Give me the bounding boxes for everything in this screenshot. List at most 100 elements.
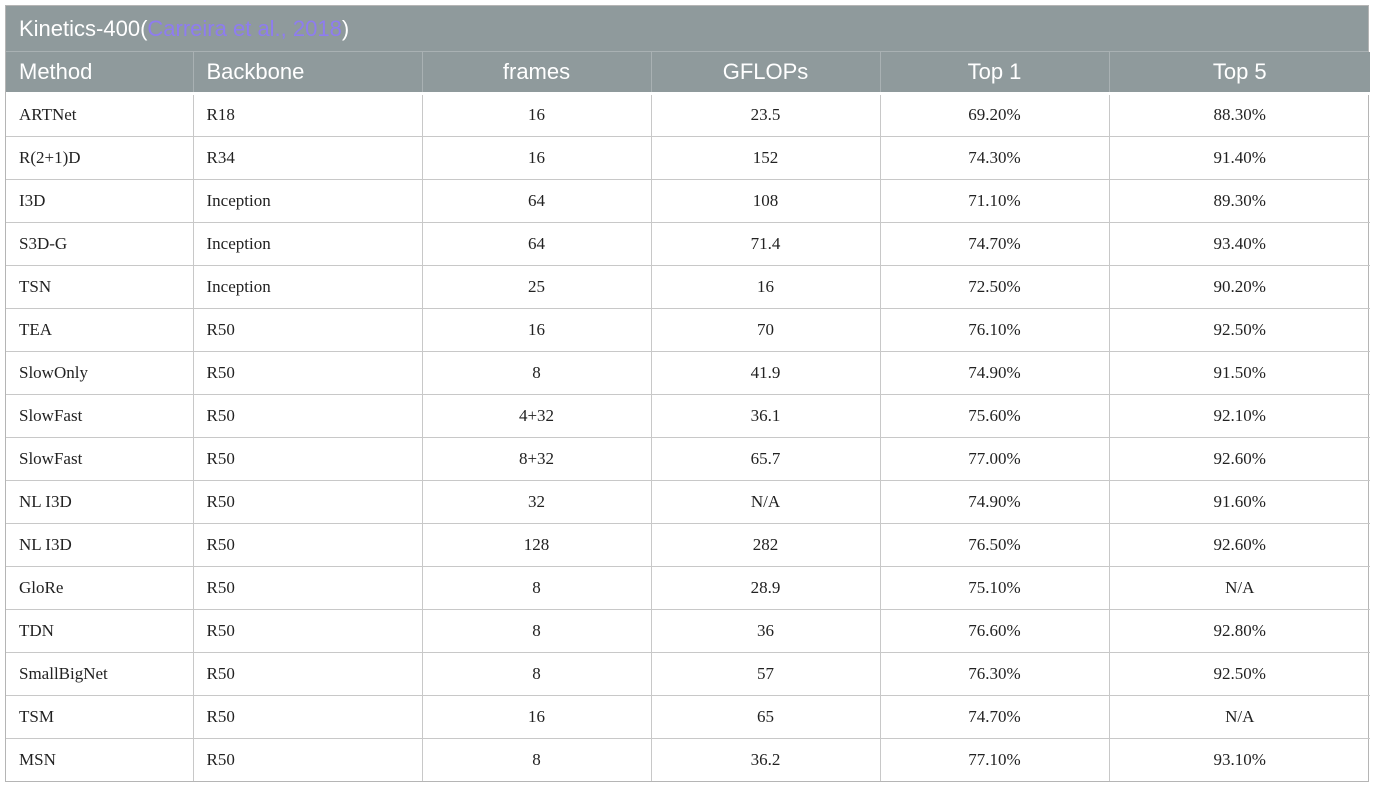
table-caption: Kinetics-400(Carreira et al., 2018) xyxy=(6,6,1368,52)
table-row: TDN R50 8 36 76.60% 92.80% xyxy=(6,608,1370,652)
cell-backbone: R50 xyxy=(192,651,422,695)
cell-backbone: R50 xyxy=(192,565,422,609)
cell-frames: 4+32 xyxy=(421,393,651,437)
header-backbone: Backbone xyxy=(192,52,422,95)
cell-method: TSM xyxy=(6,694,193,738)
cell-top5: 91.40% xyxy=(1108,135,1370,179)
cell-top5: 91.50% xyxy=(1108,350,1370,394)
cell-top5: 93.10% xyxy=(1108,737,1370,781)
cell-backbone: R50 xyxy=(192,350,422,394)
cell-top1: 76.10% xyxy=(879,307,1109,351)
cell-top5: 92.60% xyxy=(1108,436,1370,480)
cell-frames: 64 xyxy=(421,178,651,222)
cell-top5: 92.50% xyxy=(1108,307,1370,351)
cell-backbone: R50 xyxy=(192,436,422,480)
cell-gflops: 36 xyxy=(650,608,880,652)
table-row: SlowFast R50 8+32 65.7 77.00% 92.60% xyxy=(6,436,1370,480)
cell-method: GloRe xyxy=(6,565,193,609)
table-row: MSN R50 8 36.2 77.10% 93.10% xyxy=(6,737,1370,781)
cell-backbone: R50 xyxy=(192,608,422,652)
cell-top5: 88.30% xyxy=(1108,92,1370,136)
cell-backbone: R50 xyxy=(192,393,422,437)
table-row: S3D-G Inception 64 71.4 74.70% 93.40% xyxy=(6,221,1370,265)
cell-method: TEA xyxy=(6,307,193,351)
cell-top5: 89.30% xyxy=(1108,178,1370,222)
cell-frames: 25 xyxy=(421,264,651,308)
cell-method: TSN xyxy=(6,264,193,308)
cell-frames: 8 xyxy=(421,737,651,781)
cell-top5: 90.20% xyxy=(1108,264,1370,308)
cell-gflops: 36.2 xyxy=(650,737,880,781)
cell-frames: 32 xyxy=(421,479,651,523)
cell-top1: 74.70% xyxy=(879,694,1109,738)
cell-frames: 8 xyxy=(421,651,651,695)
cell-backbone: Inception xyxy=(192,221,422,265)
caption-title: Kinetics-400 xyxy=(19,15,141,41)
table-row: SmallBigNet R50 8 57 76.30% 92.50% xyxy=(6,651,1370,695)
cell-method: MSN xyxy=(6,737,193,781)
cell-frames: 8 xyxy=(421,608,651,652)
cell-frames: 8 xyxy=(421,565,651,609)
header-frames: frames xyxy=(421,52,651,95)
cell-backbone: R50 xyxy=(192,737,422,781)
cell-method: TDN xyxy=(6,608,193,652)
cell-gflops: 23.5 xyxy=(650,92,880,136)
cell-backbone: R50 xyxy=(192,694,422,738)
table-row: SlowFast R50 4+32 36.1 75.60% 92.10% xyxy=(6,393,1370,437)
header-top1: Top 1 xyxy=(879,52,1109,95)
cell-top1: 77.00% xyxy=(879,436,1109,480)
table-row: NL I3D R50 32 N/A 74.90% 91.60% xyxy=(6,479,1370,523)
table-row: TSN Inception 25 16 72.50% 90.20% xyxy=(6,264,1370,308)
caption-close-paren: ) xyxy=(341,15,350,41)
cell-method: SlowOnly xyxy=(6,350,193,394)
cell-frames: 16 xyxy=(421,92,651,136)
header-top5: Top 5 xyxy=(1108,52,1370,95)
cell-top1: 77.10% xyxy=(879,737,1109,781)
results-table-container: Kinetics-400(Carreira et al., 2018) Meth… xyxy=(5,5,1370,782)
table-row: GloRe R50 8 28.9 75.10% N/A xyxy=(6,565,1370,609)
cell-top5: 92.60% xyxy=(1108,522,1370,566)
cell-top5: N/A xyxy=(1108,694,1370,738)
cell-top1: 75.60% xyxy=(879,393,1109,437)
cell-gflops: 16 xyxy=(650,264,880,308)
cell-method: S3D-G xyxy=(6,221,193,265)
table-row: TSM R50 16 65 74.70% N/A xyxy=(6,694,1370,738)
header-method: Method xyxy=(6,52,193,95)
cell-gflops: N/A xyxy=(650,479,880,523)
cell-frames: 8+32 xyxy=(421,436,651,480)
cell-backbone: Inception xyxy=(192,178,422,222)
cell-gflops: 57 xyxy=(650,651,880,695)
cell-method: SlowFast xyxy=(6,393,193,437)
cell-top5: 92.10% xyxy=(1108,393,1370,437)
cell-backbone: R34 xyxy=(192,135,422,179)
cell-top1: 74.90% xyxy=(879,350,1109,394)
cell-method: I3D xyxy=(6,178,193,222)
cell-top1: 71.10% xyxy=(879,178,1109,222)
table-row: SlowOnly R50 8 41.9 74.90% 91.50% xyxy=(6,350,1370,394)
cell-top1: 76.60% xyxy=(879,608,1109,652)
results-table: Method Backbone frames GFLOPs Top 1 Top … xyxy=(6,52,1370,781)
cell-top1: 76.50% xyxy=(879,522,1109,566)
cell-frames: 16 xyxy=(421,135,651,179)
cell-gflops: 41.9 xyxy=(650,350,880,394)
citation-link[interactable]: Carreira et al., 2018 xyxy=(147,15,342,41)
cell-gflops: 108 xyxy=(650,178,880,222)
cell-method: SmallBigNet xyxy=(6,651,193,695)
cell-top5: N/A xyxy=(1108,565,1370,609)
cell-backbone: Inception xyxy=(192,264,422,308)
cell-method: NL I3D xyxy=(6,522,193,566)
cell-gflops: 152 xyxy=(650,135,880,179)
cell-top1: 69.20% xyxy=(879,92,1109,136)
cell-top5: 92.80% xyxy=(1108,608,1370,652)
cell-backbone: R18 xyxy=(192,92,422,136)
cell-gflops: 65.7 xyxy=(650,436,880,480)
cell-gflops: 65 xyxy=(650,694,880,738)
cell-gflops: 71.4 xyxy=(650,221,880,265)
cell-frames: 8 xyxy=(421,350,651,394)
cell-frames: 64 xyxy=(421,221,651,265)
table-row: R(2+1)D R34 16 152 74.30% 91.40% xyxy=(6,135,1370,179)
table-row: TEA R50 16 70 76.10% 92.50% xyxy=(6,307,1370,351)
cell-method: NL I3D xyxy=(6,479,193,523)
cell-top1: 74.70% xyxy=(879,221,1109,265)
caption-open-paren: ( xyxy=(140,15,148,41)
